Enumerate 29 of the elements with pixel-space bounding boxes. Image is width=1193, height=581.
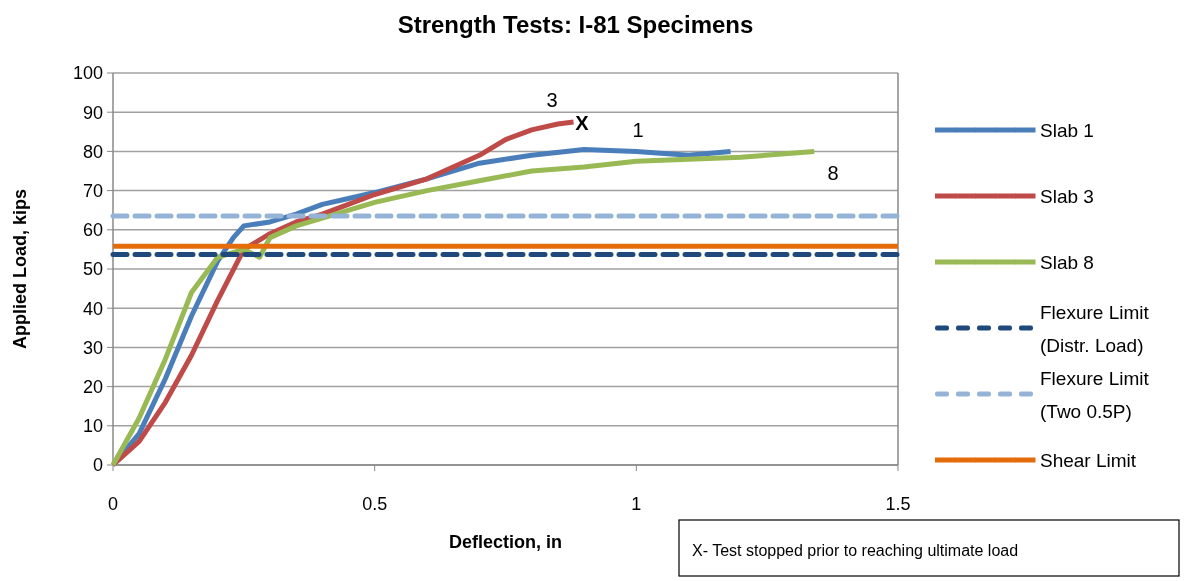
x-tick-label: 0: [107, 494, 119, 514]
annotation: 1: [632, 119, 644, 141]
y-tick-label: 50: [82, 259, 103, 280]
y-axis-title: Applied Load, kips: [10, 188, 30, 350]
x-tick-label: 1.5: [885, 494, 911, 514]
legend-label: Flexure Limit (Two 0.5P): [1040, 367, 1150, 422]
legend-label: Shear Limit: [1040, 449, 1137, 471]
y-tick-label: 70: [82, 180, 103, 201]
legend-label: Slab 1: [1040, 119, 1094, 141]
y-tick-label: 60: [82, 220, 103, 241]
y-tick-label: 0: [92, 455, 103, 476]
y-tick-label: 100: [72, 63, 103, 84]
annotation: X: [575, 112, 590, 134]
legend-label: Flexure Limit (Distr. Load): [1040, 301, 1150, 356]
y-tick-label: 20: [82, 376, 103, 397]
chart-title: Strength Tests: I-81 Specimens: [397, 11, 754, 38]
x-tick-label: 0.5: [362, 494, 388, 514]
y-tick-label: 30: [82, 337, 103, 358]
y-tick-label: 10: [82, 416, 103, 437]
legend-label: Slab 3: [1040, 185, 1094, 207]
x-axis-title: Deflection, in: [448, 532, 563, 552]
annotation: 8: [827, 162, 839, 184]
y-tick-label: 90: [82, 102, 103, 123]
legend-label: Slab 8: [1040, 251, 1094, 273]
y-tick-label: 80: [82, 141, 103, 162]
annotation: 3: [546, 89, 558, 111]
text: X- Test stopped prior to reaching ultimate load: [692, 542, 1019, 559]
y-tick-label: 40: [82, 298, 103, 319]
x-tick-label: 1: [631, 494, 642, 514]
